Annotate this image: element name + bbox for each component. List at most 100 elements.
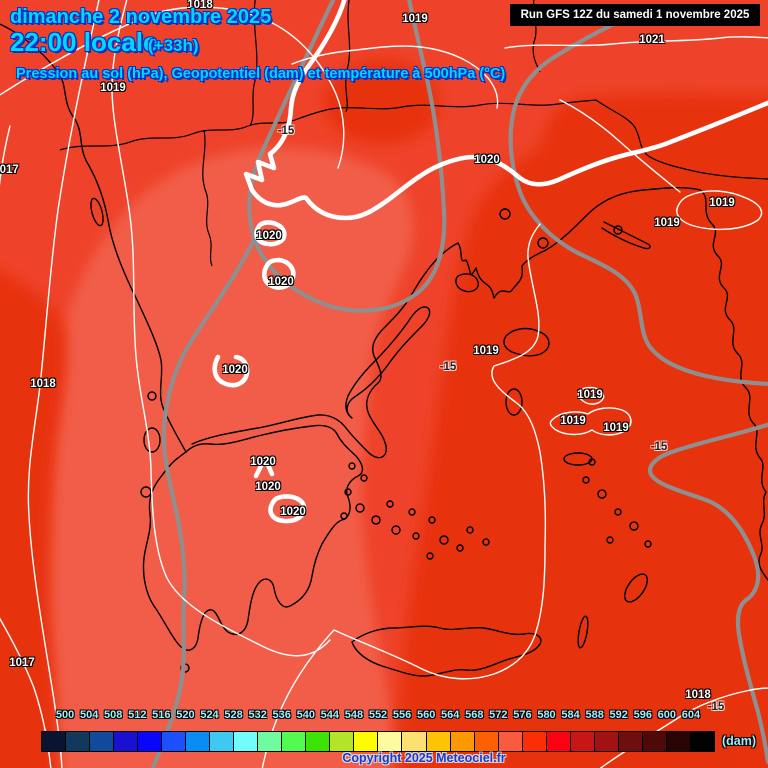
temperature-value-label: -15 — [277, 125, 295, 137]
scale-color-box — [353, 731, 378, 752]
date-label: dimanche 2 novembre 2025 — [10, 6, 272, 28]
run-info-label: Run GFS 12Z du samedi 1 novembre 2025 — [520, 9, 750, 21]
scale-color-box — [641, 731, 666, 752]
isobars-thick-1020 — [212, 0, 768, 524]
gallipoli-peninsula — [601, 221, 651, 250]
scale-color-box — [473, 731, 498, 752]
scale-color-box — [401, 731, 426, 752]
scale-boundary-value: 504 — [79, 709, 99, 721]
scale-color-box — [257, 731, 282, 752]
scale-boundary-value: 576 — [513, 709, 532, 721]
scale-boundary-value: 596 — [633, 709, 652, 721]
scale-color-box — [377, 731, 402, 752]
geopotential-line-southeast — [647, 422, 768, 765]
scale-color-box — [521, 731, 546, 752]
scale-color-box — [41, 731, 66, 752]
scale-boundary-value: 600 — [657, 709, 677, 721]
isobar-1017-north — [0, 125, 11, 187]
scale-boundary-value: 540 — [296, 709, 315, 721]
corinth-north-shore — [191, 414, 347, 445]
isobar-value-label: 1020 — [280, 506, 306, 518]
scale-boundary-value: 532 — [248, 709, 267, 721]
scale-color-box — [113, 731, 138, 752]
isobar-1019-northeast-branch — [559, 99, 681, 193]
geopotential-contours — [150, 0, 768, 768]
scale-boundary-value: 588 — [585, 709, 604, 721]
scale-boundary-labels: 500 504 508 512 516 520 524 528 532 536 540 544 548 5… — [41, 709, 715, 725]
geopotential-line-east — [508, 5, 768, 386]
isobar-1019-small-loop-a — [577, 386, 605, 405]
isobar-value-label: 1018 — [187, 0, 213, 11]
isobar-value-label: 1020 — [256, 230, 282, 242]
forecast-offset-label: (+33h) — [148, 36, 199, 55]
corfu-island — [90, 197, 104, 227]
isobar-value-label: 1020 — [250, 456, 276, 468]
thasos-island — [499, 208, 511, 220]
isobar-1018-top — [0, 6, 345, 169]
isobar-value-label: 1020 — [268, 276, 294, 288]
scale-color-box — [281, 731, 306, 752]
shade-dark-west — [0, 270, 67, 768]
kefalonia-island — [143, 427, 161, 453]
samothrace-island — [537, 237, 549, 249]
scale-color-box — [209, 731, 234, 752]
isobar-1021-top — [504, 36, 768, 49]
isobar-value-label: 1019 — [603, 422, 629, 434]
scale-boundary-value: 528 — [224, 709, 243, 721]
zakynthos-island — [140, 486, 152, 498]
isobar-value-label: 1017 — [0, 164, 19, 176]
temperature-value-label: -15 — [707, 701, 725, 713]
time-label: 22:00 locale — [10, 27, 158, 57]
isobar-1019-northeast-loop — [676, 190, 763, 231]
isobar-1018-west — [27, 0, 100, 768]
adriatic-west-coast — [0, 23, 187, 453]
scale-boundary-value: 584 — [561, 709, 580, 721]
isobar-1019-northwest — [111, 0, 331, 657]
rhodes-island — [624, 573, 648, 603]
isobar-value-label: 1019 — [473, 345, 499, 357]
scale-boundary-value: 552 — [368, 709, 388, 721]
geopotential-line-west — [150, 229, 261, 768]
geopotential-shading — [0, 60, 768, 768]
scale-boundary-value: 548 — [344, 709, 364, 721]
scale-boundary-value: 524 — [200, 709, 219, 721]
karpathos-island — [577, 615, 589, 649]
scale-boundary-value: 556 — [392, 709, 412, 721]
scale-boundary-value: 580 — [537, 709, 556, 721]
isobar-1020-main — [243, 0, 768, 221]
scale-color-box — [233, 731, 258, 752]
peloponnese-coast — [142, 424, 364, 651]
isobar-value-label: 1020 — [222, 364, 248, 376]
scale-boundary-value: 592 — [609, 709, 628, 721]
scale-color-box — [665, 731, 690, 752]
isobar-1020-loop-b — [261, 257, 296, 290]
scale-color-box — [137, 731, 162, 752]
isobar-value-label: 1019 — [577, 389, 603, 401]
euboea-island — [345, 306, 431, 419]
attica-east-coast — [345, 242, 459, 459]
isobar-value-label: 1018 — [30, 378, 56, 390]
coastlines — [0, 0, 768, 677]
cyclades-islands — [340, 462, 490, 560]
isobar-value-label: 1018 — [685, 689, 711, 701]
scale-unit-label: (dam) — [722, 734, 757, 748]
geopotential-loop-north — [247, 0, 447, 313]
isobar-value-label: 1019 — [709, 197, 735, 209]
shade-dark-blob — [324, 60, 440, 144]
scale-boundary-value: 564 — [441, 709, 460, 721]
scale-color-box — [425, 731, 450, 752]
crete-island — [351, 625, 542, 677]
isobar-value-label: 1019 — [100, 82, 126, 94]
scale-boundary-value: 520 — [176, 709, 195, 721]
scale-boundary-value: 560 — [416, 709, 436, 721]
isobar-1020-chevron — [253, 455, 275, 479]
isobar-1020-loop-c — [212, 354, 250, 388]
isobar-1019-small-loop-b — [549, 407, 632, 436]
scale-boundary-value: 508 — [104, 709, 123, 721]
scale-color-box — [185, 731, 210, 752]
isobar-value-label: 1019 — [560, 415, 586, 427]
isobar-1020-loop-d — [268, 494, 307, 524]
scale-color-box — [329, 731, 354, 752]
scale-boundary-value: 604 — [681, 709, 701, 721]
copyright-label: Copyright 2025 Meteociel.fr — [342, 751, 506, 765]
